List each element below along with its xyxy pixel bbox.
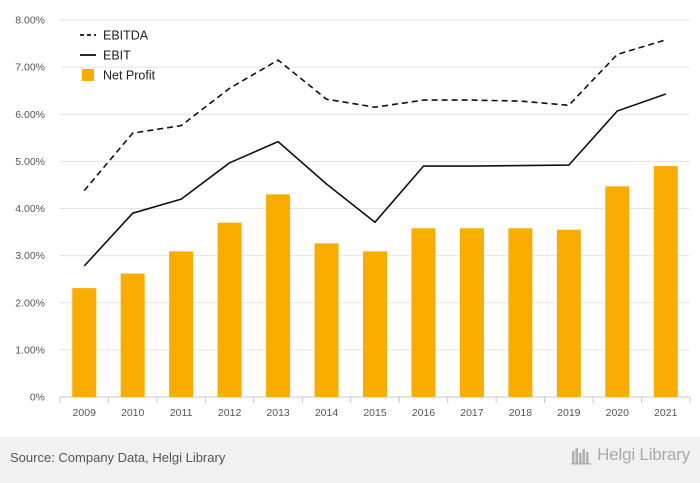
source-note: Source: Company Data, Helgi Library bbox=[10, 450, 226, 465]
y-tick-label: 8.00% bbox=[15, 15, 45, 27]
chart: 0% 1.00% 2.00% 3.00% 4.00% 5.00% 6.00% 7.00% 8.0… bbox=[15, 15, 691, 419]
x-tick-label: 2018 bbox=[509, 407, 533, 419]
x-tick-label: 2009 bbox=[73, 407, 97, 419]
net-profit-bar bbox=[653, 166, 678, 397]
net-profit-bar bbox=[508, 228, 533, 397]
ebitda-line bbox=[83, 39, 667, 192]
x-tick-label: 2020 bbox=[606, 407, 630, 419]
net-profit-bar bbox=[266, 194, 291, 397]
y-tick-label: 1.00% bbox=[15, 344, 45, 356]
x-tick-label: 2010 bbox=[121, 407, 145, 419]
net-profit-bar bbox=[120, 273, 145, 397]
net-profit-bar bbox=[605, 186, 630, 397]
line-series bbox=[83, 39, 667, 267]
x-tick-label: 2011 bbox=[170, 407, 193, 419]
x-axis-ticks: 2009 2010 2011 2012 2013 2014 2015 2016 2017 2018… bbox=[59, 397, 691, 419]
x-tick-label: 2021 bbox=[654, 407, 678, 419]
net-profit-bar bbox=[363, 251, 387, 397]
x-tick-label: 2016 bbox=[412, 407, 436, 419]
net-profit-bars bbox=[72, 166, 678, 397]
y-tick-label: 7.00% bbox=[15, 62, 45, 74]
y-tick-label: 5.00% bbox=[15, 156, 45, 168]
net-profit-bar bbox=[411, 228, 436, 397]
x-tick-label: 2019 bbox=[557, 407, 581, 419]
brand-text: Helgi Library bbox=[597, 445, 690, 464]
net-profit-bar bbox=[314, 243, 339, 397]
y-tick-label: 6.00% bbox=[15, 109, 45, 121]
x-tick-label: 2014 bbox=[315, 407, 339, 419]
x-tick-label: 2017 bbox=[460, 407, 484, 419]
brand-logo: Helgi Library bbox=[571, 445, 690, 465]
y-tick-label: 0% bbox=[30, 392, 45, 404]
net-profit-bar bbox=[459, 228, 484, 397]
legend-label: EBIT bbox=[103, 49, 131, 63]
x-tick-label: 2015 bbox=[363, 407, 387, 419]
y-axis-ticks: 0% 1.00% 2.00% 3.00% 4.00% 5.00% 6.00% 7.00% 8.0… bbox=[15, 15, 45, 404]
y-tick-label: 2.00% bbox=[15, 297, 45, 309]
ebit-line bbox=[83, 93, 667, 267]
net-profit-bar bbox=[217, 222, 242, 397]
net-profit-bar bbox=[72, 288, 97, 397]
net-profit-bar bbox=[556, 229, 581, 397]
net-profit-bar bbox=[169, 251, 194, 397]
legend-label: Net Profit bbox=[103, 69, 156, 83]
legend-swatch-net-profit bbox=[82, 69, 94, 81]
bookshelf-icon bbox=[571, 448, 592, 465]
x-tick-label: 2013 bbox=[266, 407, 290, 419]
y-tick-label: 3.00% bbox=[15, 250, 45, 262]
gridlines bbox=[60, 19, 690, 398]
y-tick-label: 4.00% bbox=[15, 203, 45, 215]
x-tick-label: 2012 bbox=[218, 407, 242, 419]
legend: EBITDA EBIT Net Profit bbox=[80, 29, 156, 83]
legend-label: EBITDA bbox=[103, 29, 149, 43]
